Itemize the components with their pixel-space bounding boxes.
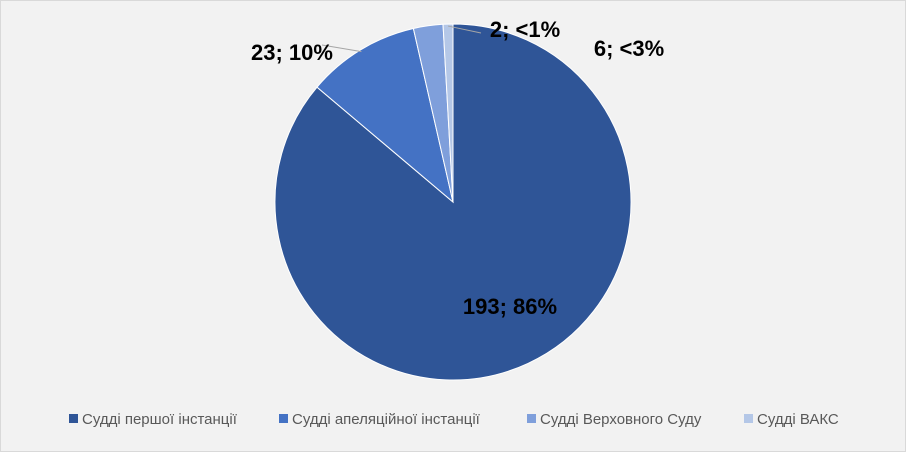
data-label-vaks: 2; <1% bbox=[490, 17, 560, 42]
legend-swatch-supreme-court bbox=[527, 414, 536, 423]
data-label-appellate: 23; 10% bbox=[251, 40, 333, 65]
legend-item-appellate: Судді апеляційної інстанції bbox=[279, 411, 481, 428]
pie-slice-vaks bbox=[442, 23, 454, 203]
legend-item-supreme-court: Судді Верховного Суду bbox=[527, 411, 702, 428]
legend-item-first-instance: Судді першої інстанції bbox=[69, 411, 238, 428]
leader-lines bbox=[321, 25, 482, 53]
leader-line-vaks bbox=[447, 25, 482, 34]
legend-label-vaks: Судді ВАКС bbox=[757, 411, 839, 428]
pie-slices bbox=[274, 23, 632, 381]
data-labels: 193; 86% 23; 10% 6; <3% 2; <1% bbox=[251, 17, 664, 319]
legend-label-first-instance: Судді першої інстанції bbox=[82, 411, 238, 428]
legend-swatch-vaks bbox=[744, 414, 753, 423]
leader-line-appellate bbox=[321, 44, 362, 53]
legend-swatch-appellate bbox=[279, 414, 288, 423]
legend-label-supreme-court: Судді Верховного Суду bbox=[540, 411, 702, 428]
data-label-supreme-court: 6; <3% bbox=[594, 36, 664, 61]
legend: Судді першої інстанції Судді апеляційної… bbox=[69, 411, 839, 428]
legend-swatch-first-instance bbox=[69, 414, 78, 423]
legend-label-appellate: Судді апеляційної інстанції bbox=[292, 411, 481, 428]
pie-slice-appellate bbox=[316, 27, 454, 204]
data-label-first-instance: 193; 86% bbox=[463, 294, 557, 319]
legend-item-vaks: Судді ВАКС bbox=[744, 411, 839, 428]
